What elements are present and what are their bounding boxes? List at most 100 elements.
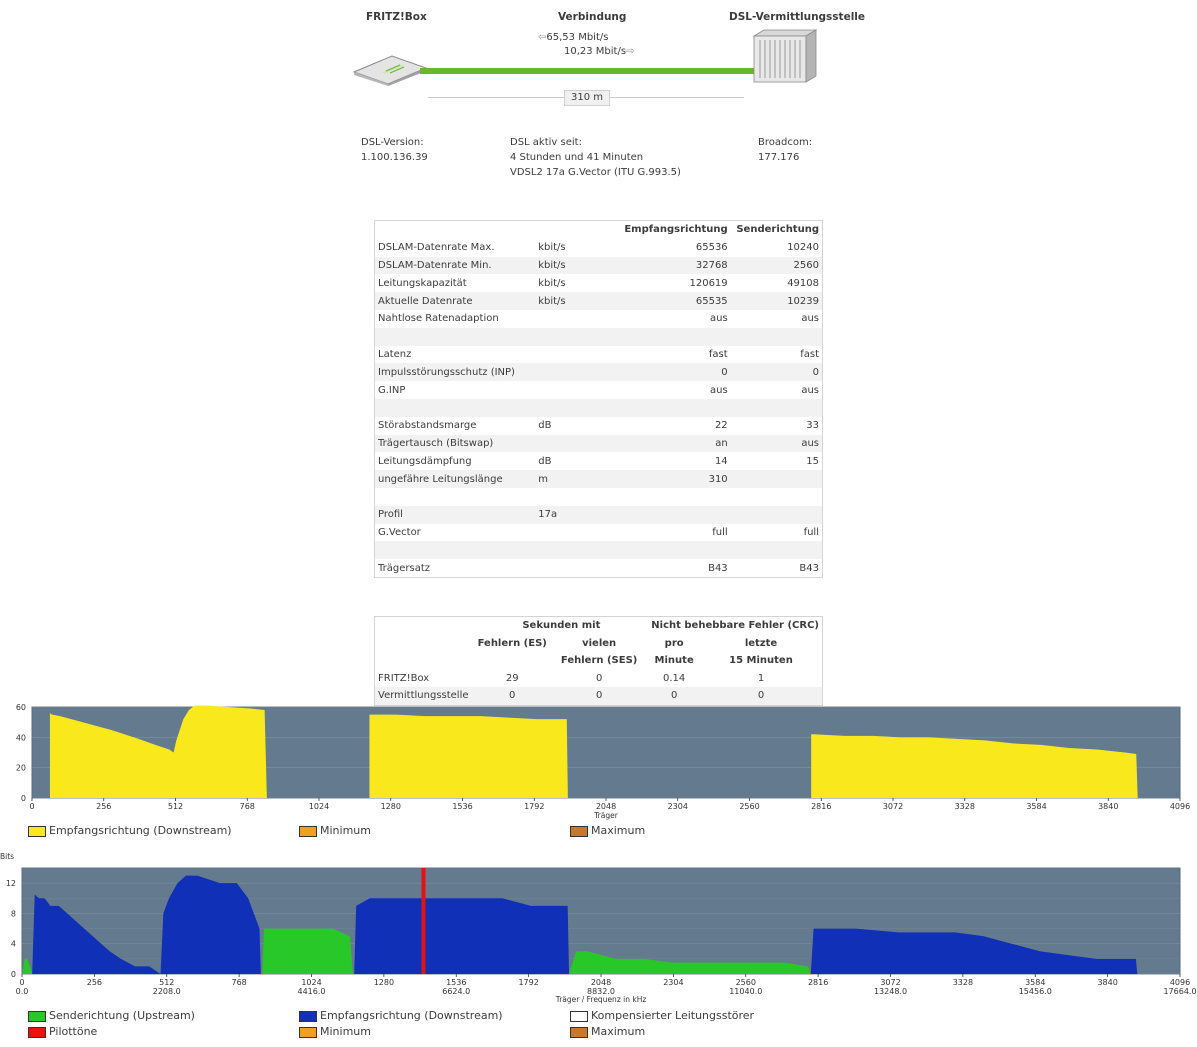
downstream-rate: ⇦65,53 Mbit/s (538, 32, 609, 43)
col-header-15-2: 15 Minuten (729, 655, 793, 667)
cell-down: aus (621, 381, 731, 399)
dsl-version-value: 1.100.136.39 (361, 152, 428, 163)
cell-up: aus (730, 434, 823, 453)
dslam-title: DSL-Vermittlungsstelle (729, 11, 866, 23)
x-tick-label: 3840 (1098, 802, 1118, 811)
chipset-label: Broadcom: (758, 137, 813, 148)
cell-up: fast (730, 345, 823, 364)
cell-unit: kbit/s (535, 256, 622, 275)
x-tick-label: 256 (96, 802, 111, 811)
cell-m15: 1 (757, 672, 765, 684)
legend-pilot: Pilottöne (28, 1025, 97, 1038)
cell-up: 10240 (730, 238, 823, 257)
group-header-crc: Nicht behebbare Fehler (CRC) (651, 620, 819, 632)
series-area (32, 875, 261, 974)
cell-down: 310 (621, 470, 731, 488)
table-row: DSLAM-Datenrate Min. kbit/s 32768 2560 (374, 256, 823, 275)
cell-down: 14 (621, 452, 731, 471)
bits-chart: 0 4 8 12 0 256 512 768 1024 1280 1536 1792 2048 2304 2… (0, 852, 1197, 1004)
arrow-left-icon: ⇦ (538, 32, 547, 43)
arrow-right-icon: ⇨ (626, 46, 635, 57)
cell-up: 10239 (730, 292, 823, 310)
col-header-ses-1: vielen (582, 637, 617, 649)
cell-label: Nahtlose Ratenadaption (374, 309, 536, 328)
legend-downstream-bits: Empfangsrichtung (Downstream) (299, 1009, 503, 1022)
x-tick-label: 4096 (1170, 802, 1190, 811)
cell-unit (535, 327, 622, 346)
x-tick-label: 3328 (955, 802, 975, 811)
row-label: Vermittlungsstelle (374, 687, 475, 705)
x-tick-label: 3840 (1097, 978, 1117, 987)
table-row: Nahtlose Ratenadaption aus aus (374, 309, 823, 328)
row-label: FRITZ!Box (378, 672, 430, 684)
cell-label: DSLAM-Datenrate Min. (374, 256, 536, 275)
cell-up: 33 (730, 416, 823, 435)
legend-swatch (299, 825, 317, 837)
cell-unit: m (535, 470, 622, 488)
cell-up: 0 (730, 363, 823, 382)
table-row: Aktuelle Datenrate kbit/s 65535 10239 (374, 292, 823, 310)
y-tick-label: 4 (11, 940, 16, 949)
x-tick-label: 2304 (663, 978, 683, 987)
cell-unit (535, 434, 622, 453)
table-row (374, 541, 823, 560)
cell-pm: 0.14 (663, 672, 686, 684)
x-tick-label: 1536 (452, 802, 472, 811)
col-header-pm-1: pro (664, 637, 684, 649)
legend-swatch (28, 1026, 46, 1038)
table-row: Trägersatz B43 B43 (374, 559, 823, 578)
x-axis-label: Träger (593, 811, 619, 820)
cell-pm: 0 (648, 687, 700, 705)
x-tick-label: 1792 (524, 802, 544, 811)
x-tick-label: 2816 (808, 978, 828, 987)
x-tick-khz-label: 11040.0 (729, 987, 762, 996)
cell-down: 120619 (621, 274, 731, 293)
cell-up (730, 470, 823, 488)
cell-label: Aktuelle Datenrate (374, 292, 536, 310)
cell-down: aus (621, 309, 731, 328)
x-tick-label: 2048 (591, 978, 611, 987)
cell-up: B43 (730, 559, 823, 578)
cell-unit: dB (535, 452, 622, 471)
cell-unit: 17a (535, 505, 622, 524)
y-tick-label: 40 (16, 733, 26, 742)
legend-swatch (299, 1026, 317, 1038)
cell-unit: kbit/s (535, 274, 622, 293)
x-tick-label: 4096 (1170, 978, 1190, 987)
series-area (811, 734, 1138, 798)
table-row (374, 398, 823, 417)
table-row: DSLAM-Datenrate Max. kbit/s 65536 10240 (374, 238, 823, 257)
cell-down (621, 541, 731, 560)
x-tick-label: 2560 (736, 978, 756, 987)
cell-up (730, 541, 823, 560)
col-header-15-1: letzte (744, 637, 778, 649)
pilot-tone-marker (421, 868, 426, 974)
cell-label: Impulsstörungsschutz (INP) (374, 363, 536, 382)
x-tick-label: 1024 (309, 802, 329, 811)
table-row: Latenz fast fast (374, 345, 823, 364)
x-tick-label: 512 (168, 802, 183, 811)
y-axis-label: Bits (0, 852, 14, 861)
legend-minimum: Minimum (299, 824, 371, 837)
cell-up (730, 327, 823, 346)
legend-downstream-snr: Empfangsrichtung (Downstream) (28, 824, 232, 837)
x-tick-label: 3072 (880, 978, 900, 987)
cell-label: Störabstandsmarge (374, 416, 536, 435)
x-tick-label: 2816 (811, 802, 831, 811)
line-data-table: Empfangsrichtung Senderichtung DSLAM-Dat… (374, 220, 823, 578)
legend-upstream: Senderichtung (Upstream) (28, 1009, 195, 1022)
cell-unit (535, 559, 622, 578)
table-row: Störabstandsmarge dB 22 33 (374, 416, 823, 435)
series-area (354, 898, 570, 974)
cell-unit (535, 487, 622, 506)
cell-unit (535, 345, 622, 364)
x-tick-label: 3328 (953, 978, 973, 987)
cell-unit: kbit/s (535, 292, 622, 310)
snr-chart: 0 20 40 60 0 256 512 768 1024 1280 1536 1792 2048 230… (16, 703, 1190, 820)
x-tick-khz-label: 2208.0 (153, 987, 181, 996)
connection-line (420, 68, 754, 74)
fritzbox-title: FRITZ!Box (366, 11, 427, 23)
series-area (49, 705, 267, 798)
cell-label (374, 327, 536, 346)
cell-unit (535, 541, 622, 560)
